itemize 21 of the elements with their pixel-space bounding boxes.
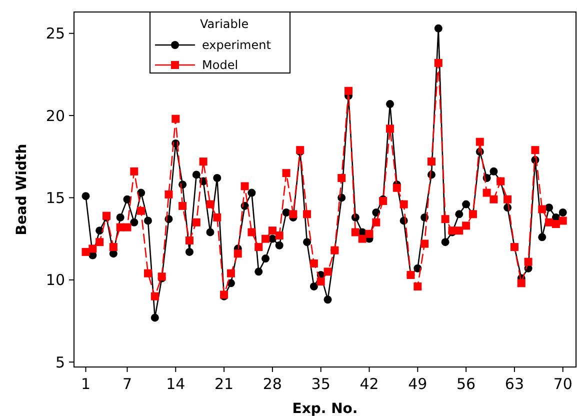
y-tick-label: 15 xyxy=(46,188,65,207)
x-tick-label: 49 xyxy=(408,375,428,393)
legend-label: Model xyxy=(202,58,238,72)
y-tick-label: 25 xyxy=(46,24,65,43)
x-tick-label: 1 xyxy=(80,375,91,393)
x-tick-label: 21 xyxy=(214,375,234,393)
x-tick-label: 35 xyxy=(311,375,330,393)
y-tick-label: 5 xyxy=(55,353,65,372)
x-axis-title: Exp. No. xyxy=(292,401,358,416)
x-tick-label: 14 xyxy=(166,375,186,393)
x-tick-label: 7 xyxy=(122,375,132,393)
x-tick-label: 63 xyxy=(504,375,524,393)
x-tick-label: 28 xyxy=(262,375,282,393)
legend-label: experiment xyxy=(202,38,272,52)
y-tick-label: 20 xyxy=(46,106,65,125)
x-tick-label: 56 xyxy=(456,375,476,393)
legend-title: Variable xyxy=(200,17,249,31)
y-axis-title: Bead Width xyxy=(14,144,30,236)
x-tick-label: 42 xyxy=(360,375,379,393)
y-tick-label: 10 xyxy=(46,271,65,290)
x-tick-label: 70 xyxy=(553,375,572,393)
